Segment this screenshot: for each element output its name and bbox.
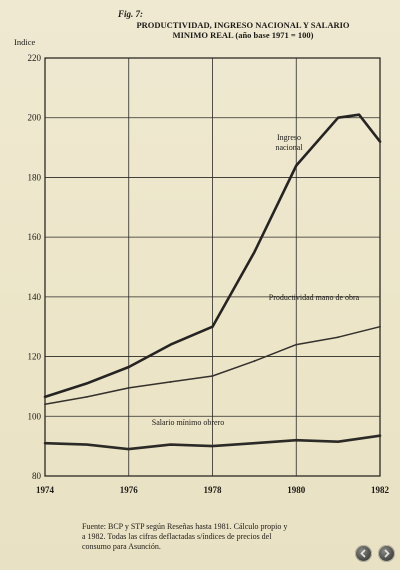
data-point [358,113,360,116]
y-tick-label: 180 [28,172,42,182]
y-tick-label: 100 [28,411,42,421]
data-point [253,442,256,445]
data-point [44,395,46,398]
figure-title-line-2: MINIMO REAL (año base 1971 = 100) [172,30,314,40]
data-point [169,381,172,383]
data-point [44,442,46,445]
source-line-1: Fuente: BCP y STP según Reseñas hasta 19… [82,522,288,531]
data-point [85,395,88,398]
data-point [295,343,298,346]
y-tick-label: 220 [28,53,42,63]
series-label: Productividad mano de obra [269,293,360,302]
data-point [211,445,214,448]
source-line-3: consumo para Asunción. [82,542,161,551]
data-point [379,140,381,143]
data-point [127,366,130,368]
data-point [253,360,256,362]
next-page-button[interactable] [378,545,395,562]
data-point [211,375,214,377]
figure-number: Fig. 7: [118,9,144,19]
series-line-ingreso-nacional [43,113,382,399]
x-tick-label: 1974 [36,485,55,495]
data-point [295,439,298,442]
data-point [337,336,340,339]
y-tick-label: 200 [28,113,42,123]
x-tick-label: 1978 [204,485,223,495]
x-tick-label: 1976 [120,485,139,495]
data-point [379,325,381,328]
y-tick-label: 80 [32,471,42,481]
figure-title: PRODUCTIVIDAD, INGRESO NACIONAL Y SALARI… [118,20,368,40]
line-chart: 80 100 120 140 160 180 200 220 1974 1976 1978 1980 1… [28,53,390,495]
figure-title-line-1: PRODUCTIVIDAD, INGRESO NACIONAL Y SALARI… [136,20,350,30]
data-point [169,343,172,346]
source-line-2: a 1982. Todas las cifras deflactadas s/í… [82,532,272,541]
series-label: Salario mínimo obrero [152,418,224,427]
data-point [85,443,88,446]
data-point [127,448,130,451]
x-tick-label: 1982 [371,485,390,495]
series-label: nacional [275,143,303,152]
data-point [85,382,88,385]
data-point [44,403,46,406]
previous-page-button[interactable] [355,545,372,562]
data-point [253,251,256,253]
source-note: Fuente: BCP y STP según Reseñas hasta 19… [82,522,362,552]
data-point [379,434,381,437]
data-point [127,387,130,389]
y-axis-label: Indice [14,37,36,47]
y-tick-label: 160 [28,232,42,242]
data-point [211,325,214,328]
chevron-right-icon [384,549,390,558]
data-point [337,440,340,443]
chevron-left-icon [360,549,366,558]
y-tick-label: 120 [28,352,42,362]
y-tick-label: 140 [28,292,42,302]
series-label: Ingreso [277,133,301,142]
data-point [169,443,172,446]
x-tick-label: 1980 [287,485,306,495]
data-point [295,164,298,167]
data-point [337,116,340,119]
